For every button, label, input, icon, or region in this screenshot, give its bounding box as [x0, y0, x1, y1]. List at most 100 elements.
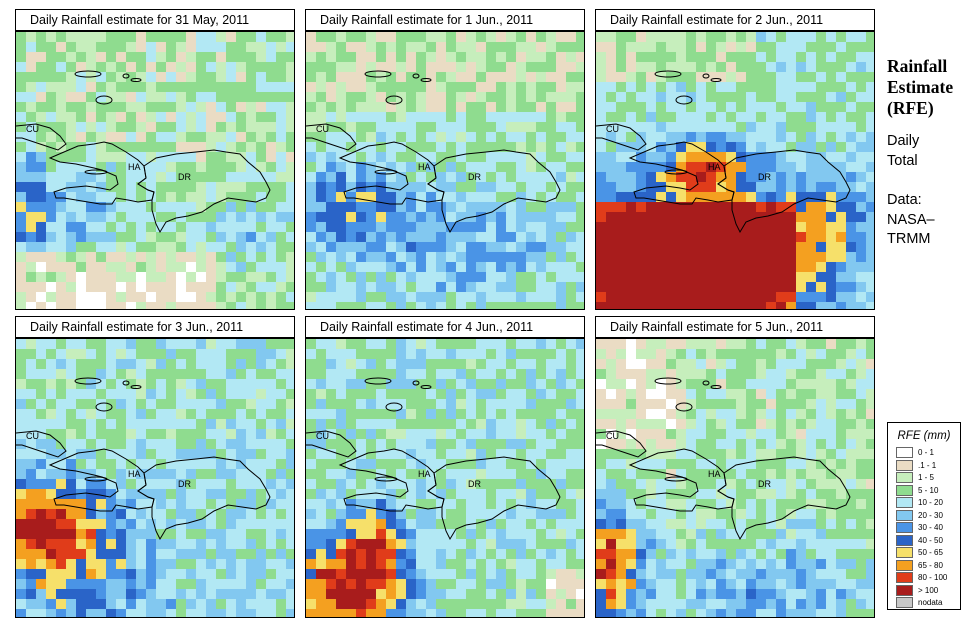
rainfall-cell — [176, 122, 186, 132]
rainfall-cell — [596, 92, 606, 102]
rainfall-cell — [196, 202, 206, 212]
rainfall-cell — [416, 429, 426, 439]
rainfall-cell — [346, 379, 356, 389]
rainfall-cell — [646, 82, 656, 92]
rainfall-cell — [396, 469, 406, 479]
rainfall-cell — [246, 469, 256, 479]
rainfall-cell — [66, 569, 76, 579]
rainfall-cell — [646, 102, 656, 112]
rainfall-cell — [846, 459, 856, 469]
rainfall-cell — [616, 112, 626, 122]
rainfall-cell — [106, 349, 116, 359]
rainfall-cell — [646, 232, 656, 242]
rainfall-cell — [716, 152, 726, 162]
rainfall-cell — [666, 569, 676, 579]
rainfall-cell — [816, 282, 826, 292]
rainfall-cell — [456, 232, 466, 242]
rainfall-cell — [466, 459, 476, 469]
rainfall-cell — [416, 439, 426, 449]
rainfall-cell — [506, 479, 516, 489]
rainfall-cell — [206, 42, 216, 52]
rainfall-cell — [106, 162, 116, 172]
rainfall-cell — [136, 92, 146, 102]
rainfall-cell — [416, 449, 426, 459]
rainfall-cell — [446, 519, 456, 529]
rainfall-cell — [756, 549, 766, 559]
rainfall-cell — [556, 499, 566, 509]
rainfall-cell — [676, 282, 686, 292]
rainfall-cell — [156, 72, 166, 82]
rainfall-cell — [146, 429, 156, 439]
rainfall-cell — [496, 459, 506, 469]
rainfall-cell — [556, 479, 566, 489]
rainfall-cell — [466, 529, 476, 539]
rainfall-cell — [516, 142, 526, 152]
rainfall-cell — [16, 539, 26, 549]
rainfall-cell — [56, 479, 66, 489]
rainfall-cell — [606, 152, 616, 162]
rainfall-cell — [506, 82, 516, 92]
rainfall-cell — [116, 459, 126, 469]
rainfall-cell — [266, 569, 276, 579]
rainfall-cell — [476, 132, 486, 142]
rainfall-cell — [566, 469, 576, 479]
rainfall-cell — [56, 599, 66, 609]
island-outline — [130, 385, 142, 389]
rainfall-cell — [416, 489, 426, 499]
rainfall-cell — [226, 242, 236, 252]
rainfall-cell — [206, 469, 216, 479]
rainfall-cell — [726, 369, 736, 379]
rainfall-cell — [526, 252, 536, 262]
rainfall-cell — [46, 32, 56, 42]
rainfall-cell — [736, 52, 746, 62]
rainfall-cell — [496, 509, 506, 519]
rainfall-cell — [326, 469, 336, 479]
rainfall-cell — [256, 519, 266, 529]
rainfall-cell — [676, 62, 686, 72]
rainfall-cell — [226, 439, 236, 449]
rainfall-cell — [316, 389, 326, 399]
rainfall-cell — [716, 539, 726, 549]
rainfall-cell — [136, 589, 146, 599]
rainfall-cell — [146, 359, 156, 369]
rainfall-cell — [66, 252, 76, 262]
rainfall-cell — [836, 92, 846, 102]
rainfall-cell — [46, 579, 56, 589]
rainfall-cell — [256, 509, 266, 519]
rainfall-cell — [596, 399, 606, 409]
rainfall-cell — [146, 62, 156, 72]
rainfall-cell — [756, 429, 766, 439]
rainfall-cell — [506, 232, 516, 242]
rainfall-cell — [246, 242, 256, 252]
rainfall-cell — [726, 549, 736, 559]
rainfall-cell — [526, 292, 536, 302]
rainfall-cell — [96, 42, 106, 52]
rainfall-cell — [316, 549, 326, 559]
rainfall-cell — [236, 429, 246, 439]
rainfall-cell — [456, 302, 466, 309]
rainfall-cell — [666, 62, 676, 72]
rainfall-cell — [426, 162, 436, 172]
rainfall-cell — [436, 349, 446, 359]
rainfall-cell — [116, 112, 126, 122]
rainfall-cell — [746, 389, 756, 399]
rainfall-cell — [486, 409, 496, 419]
rainfall-cell — [166, 339, 176, 349]
rainfall-cell — [826, 282, 836, 292]
rainfall-cell — [816, 202, 826, 212]
rainfall-cell — [566, 252, 576, 262]
rainfall-cell — [186, 192, 196, 202]
rainfall-cell — [746, 182, 756, 192]
rainfall-cell — [626, 212, 636, 222]
rainfall-cell — [746, 409, 756, 419]
rainfall-cell — [566, 182, 576, 192]
rainfall-cell — [216, 212, 226, 222]
rainfall-cell — [716, 349, 726, 359]
rainfall-cell — [336, 469, 346, 479]
rainfall-cell — [266, 539, 276, 549]
rainfall-cell — [446, 162, 456, 172]
rainfall-cell — [226, 419, 236, 429]
rainfall-cell — [266, 459, 276, 469]
rainfall-cell — [246, 519, 256, 529]
rainfall-cell — [36, 182, 46, 192]
